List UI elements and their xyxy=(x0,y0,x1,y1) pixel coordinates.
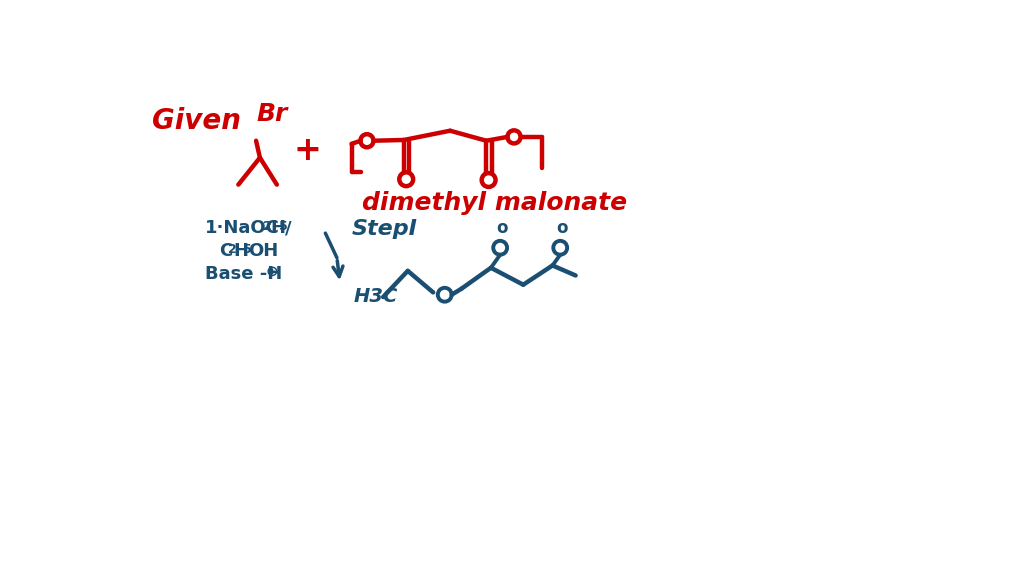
Text: OH: OH xyxy=(249,242,279,260)
Text: o: o xyxy=(556,219,568,237)
Text: dimethyl malonate: dimethyl malonate xyxy=(361,191,627,215)
Text: +: + xyxy=(294,134,322,167)
Text: 2: 2 xyxy=(263,220,271,233)
Text: StepI: StepI xyxy=(351,219,418,238)
Text: H: H xyxy=(233,242,249,260)
Text: H: H xyxy=(270,219,285,237)
Text: 2: 2 xyxy=(227,243,237,256)
Text: 1·NaOC: 1·NaOC xyxy=(205,219,281,237)
Text: Given: Given xyxy=(153,107,241,135)
Text: Base -H: Base -H xyxy=(205,266,283,283)
Text: H3C: H3C xyxy=(354,287,398,306)
Text: 5: 5 xyxy=(243,243,252,256)
Text: o: o xyxy=(497,219,508,237)
Text: Br: Br xyxy=(257,103,288,127)
Text: C: C xyxy=(219,242,232,260)
Text: ⊕: ⊕ xyxy=(265,263,279,278)
Text: 5: 5 xyxy=(280,220,288,233)
Text: /: / xyxy=(285,219,291,237)
